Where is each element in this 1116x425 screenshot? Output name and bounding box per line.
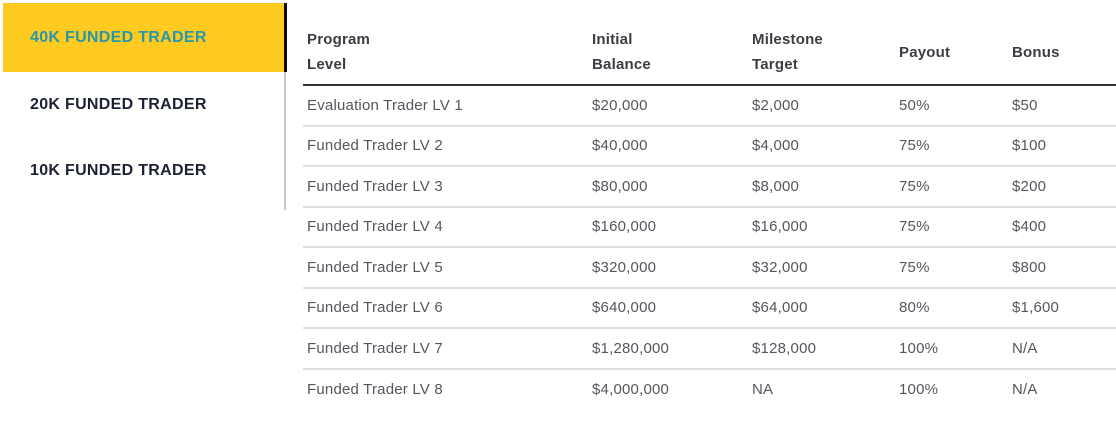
cell-milestone-target: $8,000: [748, 166, 895, 208]
table-row: Funded Trader LV 2 $40,000 $4,000 75% $1…: [303, 125, 1116, 167]
cell-program-level: Funded Trader LV 5: [303, 247, 588, 289]
program-tabs: 40K FUNDED TRADER 20K FUNDED TRADER 10K …: [3, 3, 284, 204]
cell-program-level: Funded Trader LV 8: [307, 380, 443, 398]
program-levels-table: Program Level Initial Balance Milestone …: [303, 20, 1116, 409]
table-row: Funded Trader LV 5 $320,000 $32,000 75% …: [303, 247, 1116, 289]
cell-milestone-target: $2,000: [748, 85, 895, 127]
cell-program-level: Funded Trader LV 2: [303, 125, 588, 167]
cell-initial-balance: $640,000: [588, 287, 748, 329]
cell-payout: 75%: [895, 206, 1008, 248]
tab-label: 20K FUNDED TRADER: [30, 96, 207, 113]
cell-payout: 75%: [895, 125, 1008, 167]
cell-milestone-target: NA: [752, 380, 774, 398]
cell-milestone-target: $64,000: [748, 287, 895, 329]
cell-program-level: Funded Trader LV 4: [303, 206, 588, 248]
cell-bonus: $400: [1008, 206, 1116, 248]
cell-bonus: N/A: [1008, 328, 1116, 370]
tab-20k-funded-trader[interactable]: 20K FUNDED TRADER: [3, 72, 284, 138]
cell-initial-balance: $20,000: [588, 85, 748, 127]
cell-payout: 75%: [895, 166, 1008, 208]
cell-payout: 75%: [895, 247, 1008, 289]
cell-milestone-target: $4,000: [748, 125, 895, 167]
cell-initial-balance: $160,000: [588, 206, 748, 248]
tab-10k-funded-trader[interactable]: 10K FUNDED TRADER: [3, 138, 284, 204]
cell-bonus: $1,600: [1008, 287, 1116, 329]
cell-program-level: Evaluation Trader LV 1: [303, 85, 588, 127]
cell-program-level: Funded Trader LV 7: [303, 328, 588, 370]
column-header-payout: Payout: [895, 20, 1008, 86]
table-row: Funded Trader LV 7 $1,280,000 $128,000 1…: [303, 328, 1116, 370]
cell-bonus: $800: [1008, 247, 1116, 289]
active-tab-indicator: [283, 3, 287, 72]
table-header-row: Program Level Initial Balance Milestone …: [303, 20, 1116, 86]
column-header-milestone-target: Milestone Target: [748, 20, 895, 86]
cell-initial-balance: $40,000: [588, 125, 748, 167]
cell-initial-balance: $80,000: [588, 166, 748, 208]
column-header-bonus: Bonus: [1008, 20, 1116, 86]
table-row: Funded Trader LV 4 $160,000 $16,000 75% …: [303, 206, 1116, 248]
table-row: Evaluation Trader LV 1 $20,000 $2,000 50…: [303, 85, 1116, 127]
cell-program-level: Funded Trader LV 6: [303, 287, 588, 329]
column-header-initial-balance: Initial Balance: [588, 20, 748, 86]
cell-bonus: N/A: [1012, 380, 1038, 398]
cell-program-level: Funded Trader LV 3: [303, 166, 588, 208]
cell-milestone-target: $16,000: [748, 206, 895, 248]
sidebar-divider: [284, 3, 286, 210]
cell-payout: 100%: [899, 380, 939, 398]
tab-label: 10K FUNDED TRADER: [30, 162, 207, 179]
cell-bonus: $200: [1008, 166, 1116, 208]
cell-bonus: $100: [1008, 125, 1116, 167]
cell-payout: 50%: [895, 85, 1008, 127]
cell-milestone-target: $32,000: [748, 247, 895, 289]
table-row: Funded Trader LV 3 $80,000 $8,000 75% $2…: [303, 166, 1116, 208]
tab-40k-funded-trader[interactable]: 40K FUNDED TRADER: [3, 3, 284, 72]
table-row: Funded Trader LV 8 $4,000,000 NA 100% N/…: [303, 369, 1116, 410]
cell-milestone-target: $128,000: [748, 328, 895, 370]
cell-payout: 100%: [895, 328, 1008, 370]
cell-bonus: $50: [1008, 85, 1116, 127]
cell-initial-balance: $1,280,000: [588, 328, 748, 370]
cell-payout: 80%: [895, 287, 1008, 329]
tab-label: 40K FUNDED TRADER: [30, 28, 207, 46]
cell-initial-balance: $4,000,000: [592, 380, 670, 398]
table-row: Funded Trader LV 6 $640,000 $64,000 80% …: [303, 287, 1116, 329]
column-header-program-level: Program Level: [303, 20, 588, 86]
cell-initial-balance: $320,000: [588, 247, 748, 289]
